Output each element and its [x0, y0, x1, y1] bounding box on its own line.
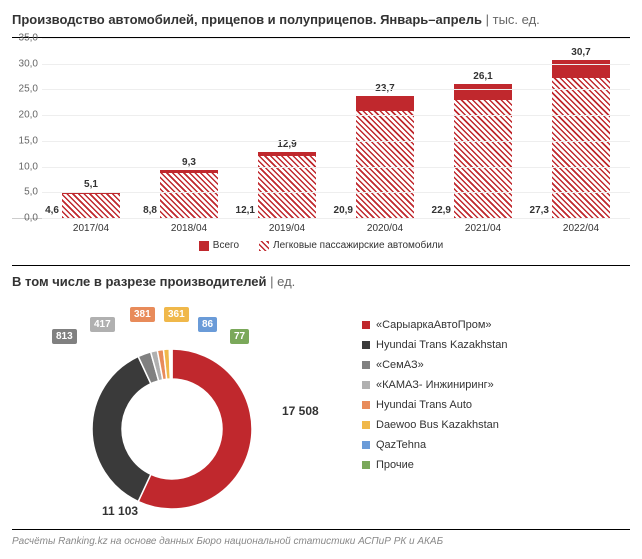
donut-value: 381 — [130, 307, 155, 322]
y-tick: 5,0 — [24, 187, 38, 198]
bar-group: 5,14,6 — [61, 192, 121, 218]
y-tick: 0,0 — [24, 213, 38, 224]
donut-value: 11 103 — [102, 504, 138, 518]
x-label: 2022/04 — [551, 223, 611, 234]
bar-legend: Всего Легковые пассажирские автомобили — [12, 240, 630, 251]
y-tick: 35,0 — [19, 33, 38, 44]
x-label: 2020/04 — [355, 223, 415, 234]
footer-note: Расчёты Ranking.kz на основе данных Бюро… — [12, 529, 630, 547]
bar-value-cars: 8,8 — [143, 205, 157, 216]
donut-legend-item: Daewoo Bus Kazakhstan — [362, 419, 630, 431]
donut-value: 77 — [230, 329, 249, 344]
legend-item: Легковые пассажирские автомобили — [259, 240, 443, 251]
donut-value: 17 508 — [282, 404, 319, 418]
bar-value-cars: 20,9 — [334, 205, 353, 216]
bar-chart: 0,05,010,015,020,025,030,035,0 5,14,69,3… — [12, 37, 630, 219]
bar-value-total: 5,1 — [84, 179, 98, 190]
donut-slice — [92, 356, 151, 501]
legend-item: Всего — [199, 240, 239, 251]
donut-slice — [171, 349, 172, 379]
x-label: 2019/04 — [257, 223, 317, 234]
bar-group: 26,122,9 — [453, 84, 513, 218]
y-tick: 15,0 — [19, 135, 38, 146]
bar-value-cars: 22,9 — [432, 205, 451, 216]
x-label: 2018/04 — [159, 223, 219, 234]
y-tick: 10,0 — [19, 161, 38, 172]
bar-group: 30,727,3 — [551, 60, 611, 218]
bar-value-cars: 4,6 — [45, 205, 59, 216]
donut-value: 361 — [164, 307, 189, 322]
donut-legend-item: «СарыаркаАвтоПром» — [362, 319, 630, 331]
donut-legend-item: Прочие — [362, 459, 630, 471]
donut-title: В том числе в разрезе производителей | е… — [12, 265, 630, 289]
chart-title: Производство автомобилей, прицепов и пол… — [12, 12, 630, 27]
bar-value-cars: 27,3 — [530, 205, 549, 216]
donut-legend-item: QazTehna — [362, 439, 630, 451]
y-tick: 20,0 — [19, 110, 38, 121]
x-label: 2017/04 — [61, 223, 121, 234]
donut-chart: 17 508 11 103 813 417 381 361 86 77 — [12, 299, 332, 519]
donut-legend-item: Hyundai Trans Kazakhstan — [362, 339, 630, 351]
bar-group: 9,38,8 — [159, 170, 219, 218]
x-label: 2021/04 — [453, 223, 513, 234]
bar-value-cars: 12,1 — [236, 205, 255, 216]
bar-value-total: 26,1 — [473, 71, 492, 82]
donut-legend-item: Hyundai Trans Auto — [362, 399, 630, 411]
donut-value: 813 — [52, 329, 77, 344]
donut-legend-item: «СемАЗ» — [362, 359, 630, 371]
y-tick: 30,0 — [19, 58, 38, 69]
bar-group: 12,912,1 — [257, 152, 317, 218]
bar-value-total: 30,7 — [571, 47, 590, 58]
donut-legend: «СарыаркаАвтоПром» Hyundai Trans Kazakhst… — [362, 299, 630, 519]
donut-value: 417 — [90, 317, 115, 332]
y-tick: 25,0 — [19, 84, 38, 95]
donut-legend-item: «КАМАЗ- Инжиниринг» — [362, 379, 630, 391]
donut-value: 86 — [198, 317, 217, 332]
